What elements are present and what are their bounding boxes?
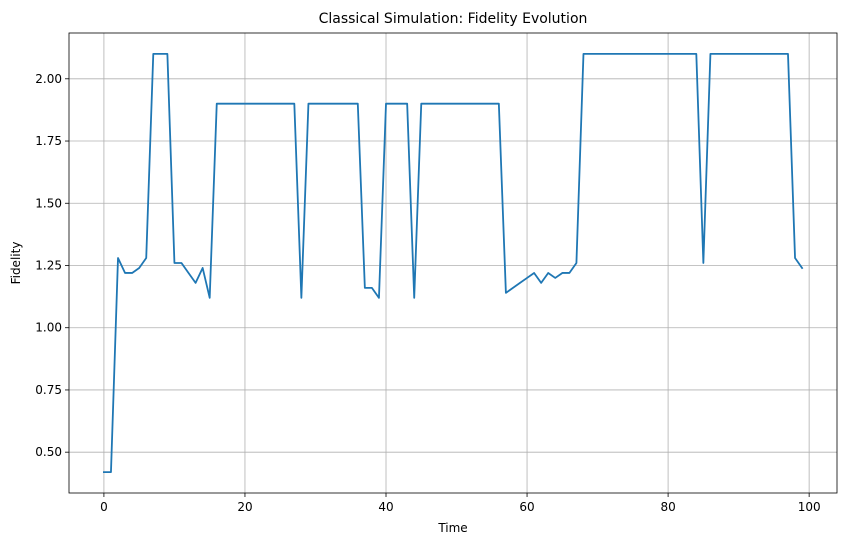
y-tick-label: 0.75 xyxy=(35,383,62,397)
x-tick-label: 20 xyxy=(237,500,252,514)
x-axis-label: Time xyxy=(437,521,467,535)
y-tick-label: 2.00 xyxy=(35,72,62,86)
y-axis-label: Fidelity xyxy=(9,242,23,285)
x-tick-label: 100 xyxy=(798,500,821,514)
chart-title: Classical Simulation: Fidelity Evolution xyxy=(319,11,588,27)
y-tick-label: 1.25 xyxy=(35,258,62,272)
x-tick-label: 40 xyxy=(378,500,393,514)
y-tick-label: 1.50 xyxy=(35,196,62,210)
y-tick-label: 1.75 xyxy=(35,134,62,148)
x-tick-label: 0 xyxy=(100,500,108,514)
x-tick-label: 80 xyxy=(660,500,675,514)
series-layer xyxy=(103,53,804,473)
x-tick-label: 60 xyxy=(519,500,534,514)
y-tick-label: 0.50 xyxy=(35,445,62,459)
plot-frame xyxy=(68,32,838,494)
fidelity-series-line xyxy=(103,53,804,473)
y-tick-label: 1.00 xyxy=(35,321,62,335)
tick-layer: 0 20 40 60 80 100 0.50 0.75 1.00 1.25 1.50 1.75 2.00 xyxy=(35,72,820,514)
